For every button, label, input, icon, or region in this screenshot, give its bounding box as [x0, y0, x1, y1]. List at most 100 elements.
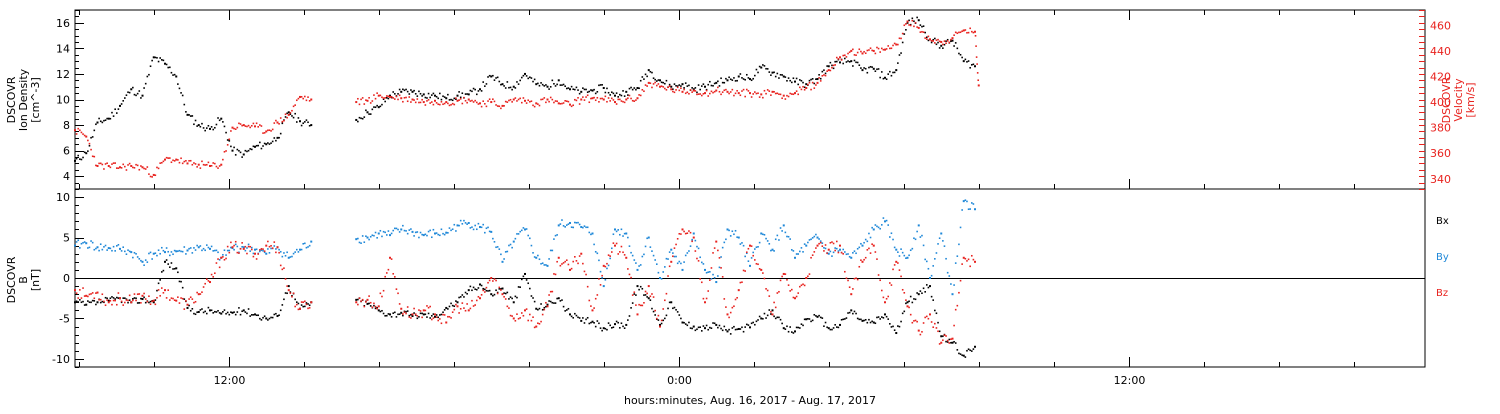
bx-point [530, 295, 533, 297]
density-point [845, 61, 848, 63]
by-point [762, 233, 764, 236]
bx-point [387, 313, 390, 315]
bz-point [106, 299, 108, 301]
density-point [803, 86, 806, 89]
bz-point [210, 273, 213, 276]
velocity-point [385, 95, 388, 97]
bx-point [821, 317, 824, 319]
by-point [390, 232, 393, 235]
bx-point [173, 267, 176, 270]
by-point [879, 227, 881, 230]
bx-point [154, 299, 157, 301]
velocity-point [977, 84, 980, 87]
by-point [498, 248, 501, 250]
bz-point [628, 273, 631, 276]
bx-point [652, 310, 655, 313]
density-point [493, 79, 496, 81]
velocity-axis-label: Velocity [1452, 78, 1465, 122]
by-point [924, 258, 926, 261]
density-point [177, 83, 179, 85]
velocity-point [565, 100, 568, 102]
bz-point [262, 248, 264, 250]
density-point [591, 89, 594, 92]
bz-point [905, 299, 907, 301]
bz-point [773, 301, 775, 304]
velocity-point [876, 46, 878, 49]
bx-point [744, 326, 746, 328]
velocity-point [884, 48, 886, 51]
bx-point [496, 291, 499, 294]
density-point [234, 154, 237, 156]
by-point [704, 268, 706, 271]
by-point [138, 258, 141, 260]
velocity-point [173, 160, 176, 162]
by-point [495, 246, 497, 249]
by-point [82, 241, 84, 244]
velocity-point [475, 101, 478, 104]
velocity-point [205, 163, 208, 166]
bx-point [569, 313, 571, 316]
bx-point [357, 298, 359, 301]
by-point [831, 255, 833, 257]
bz-point [646, 292, 648, 295]
bx-point [257, 314, 260, 317]
density-point [207, 124, 210, 127]
by-point [357, 237, 359, 240]
bx-point [694, 329, 697, 332]
by-point [588, 231, 591, 234]
bz-point [384, 275, 386, 278]
bx-point [471, 289, 473, 292]
velocity-point [959, 31, 962, 34]
velocity-point [969, 27, 971, 30]
bx-point [930, 295, 933, 298]
velocity-point [548, 100, 550, 103]
density-point [721, 81, 724, 84]
by-point [554, 234, 557, 237]
velocity-point [842, 54, 845, 57]
bx-point [745, 323, 748, 326]
bz-point [151, 300, 153, 303]
bx-point [255, 314, 258, 317]
velocity-point [369, 102, 372, 104]
velocity-point [239, 123, 242, 125]
velocity-point [279, 117, 282, 119]
by-point [262, 250, 264, 252]
bx-point [512, 301, 515, 304]
by-point [778, 239, 780, 241]
bz-point [572, 260, 575, 263]
velocity-point [943, 40, 946, 42]
density-point [127, 91, 129, 94]
by-point [289, 256, 292, 258]
bx-point [588, 322, 591, 325]
density-point [546, 85, 549, 88]
density-point [281, 122, 284, 125]
velocity-point [267, 129, 269, 132]
density-point [149, 65, 152, 68]
bx-point [520, 278, 523, 281]
bz-point [840, 251, 843, 254]
bx-point [805, 318, 808, 321]
density-point [585, 88, 587, 91]
by-point [83, 241, 86, 243]
density-point [627, 94, 629, 96]
density-point [453, 97, 456, 100]
velocity-point [265, 130, 268, 133]
bx-point [686, 324, 689, 327]
x-tick-label: 0:00 [667, 374, 692, 387]
by-point [805, 244, 808, 247]
by-point [871, 226, 873, 229]
bz-point [652, 296, 655, 298]
velocity-point [304, 95, 306, 98]
velocity-point [668, 85, 671, 87]
velocity-point [410, 101, 412, 103]
by-point [299, 248, 301, 251]
by-point [709, 271, 711, 273]
density-point [411, 90, 414, 93]
bz-point [612, 242, 615, 244]
bx-point [792, 332, 795, 334]
velocity-point [557, 102, 560, 105]
by-point [782, 224, 785, 227]
by-point [577, 221, 579, 224]
bz-point [148, 295, 150, 298]
velocity-point [880, 47, 883, 50]
